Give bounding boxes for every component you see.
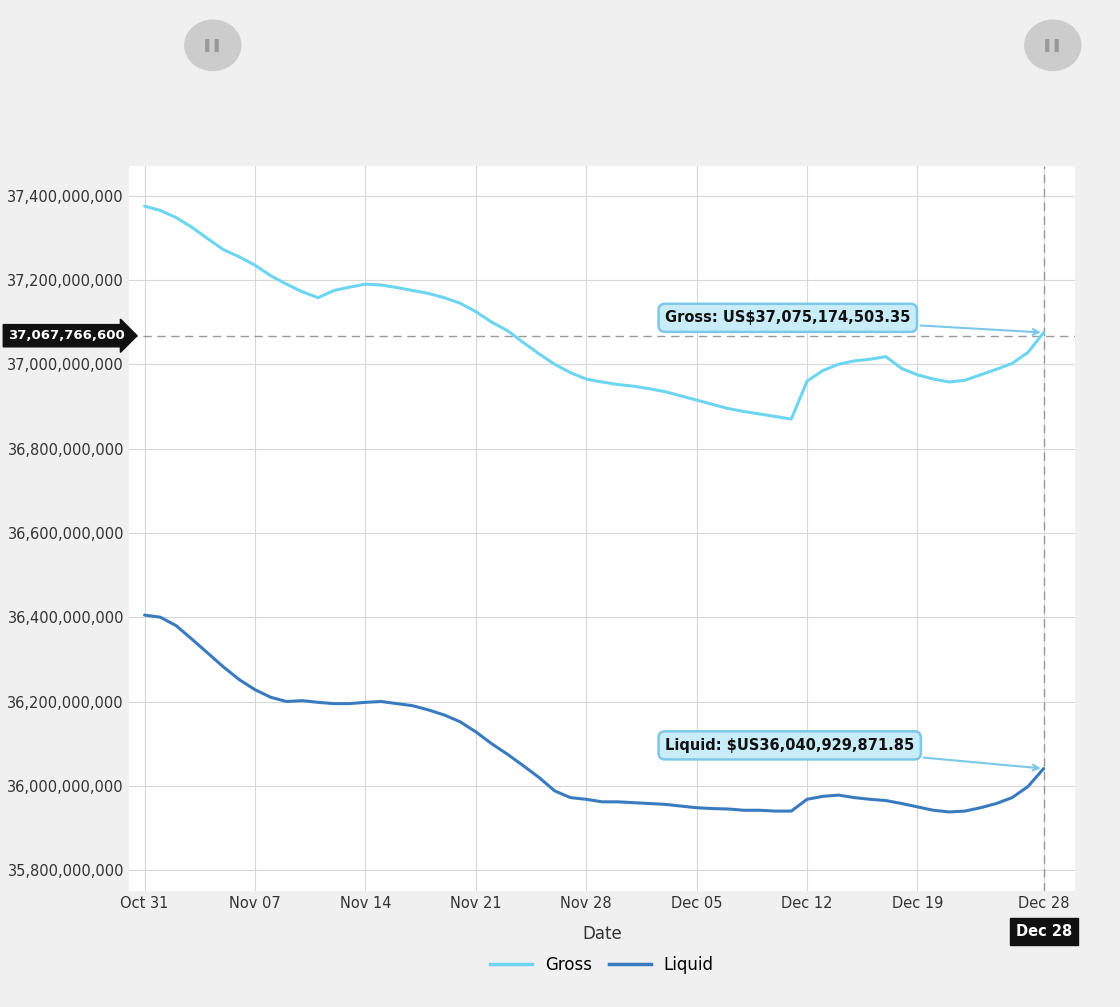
Text: ❚❚: ❚❚ <box>203 39 223 51</box>
Text: ❚❚: ❚❚ <box>1043 39 1063 51</box>
Text: Gross: US$37,075,174,503.35: Gross: US$37,075,174,503.35 <box>665 310 1038 335</box>
Text: 37,067,766,600: 37,067,766,600 <box>8 329 124 342</box>
Text: Liquid: $US36,040,929,871.85: Liquid: $US36,040,929,871.85 <box>665 738 1038 770</box>
Text: Dec 28: Dec 28 <box>1016 923 1072 939</box>
Legend: Gross, Liquid: Gross, Liquid <box>484 950 720 981</box>
X-axis label: Date: Date <box>582 925 622 943</box>
